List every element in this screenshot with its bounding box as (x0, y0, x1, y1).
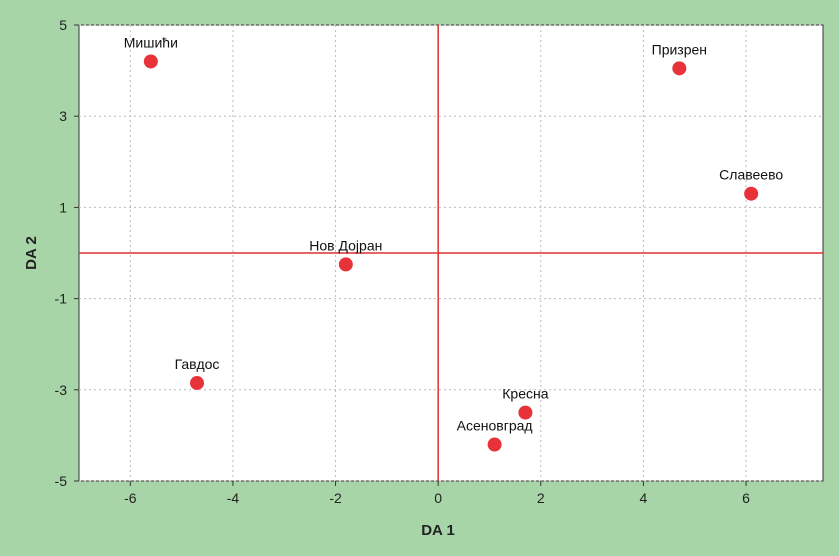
point-label: Нов Дојран (309, 237, 382, 253)
point-label: Гавдос (175, 356, 220, 372)
point-label: Призрен (652, 41, 707, 57)
data-point (143, 54, 158, 69)
point-label: Славеево (719, 167, 783, 183)
reference-lines (79, 25, 823, 481)
tick-labels: -6 -4 -2 0 2 4 6 5 3 1 -1 -3 -5 (55, 17, 751, 506)
y-tick-label: 5 (59, 17, 67, 33)
data-point (487, 437, 502, 452)
y-tick-label: 1 (59, 199, 67, 215)
y-tick-label: -3 (55, 382, 68, 398)
x-tick-label: -2 (329, 490, 342, 506)
x-axis-title: DA 1 (421, 522, 455, 539)
data-points: Мишићи Призрен Славеево Нов Дојран Гавдос Кре… (124, 34, 783, 452)
y-axis-title: DA 2 (23, 236, 40, 270)
data-point (672, 61, 687, 76)
point-label: Асеновград (457, 418, 533, 434)
y-tick-label: -5 (55, 473, 68, 489)
x-tick-label: 0 (434, 490, 442, 506)
data-point (190, 375, 205, 390)
y-tick-label: 3 (59, 108, 67, 124)
data-point (518, 405, 533, 420)
y-tick-label: -1 (55, 291, 68, 307)
point-label: Мишићи (124, 34, 178, 50)
data-point (744, 186, 759, 201)
x-tick-label: 6 (742, 490, 750, 506)
data-point (338, 257, 353, 272)
point-label: Кресна (502, 386, 548, 402)
x-tick-label: 4 (640, 490, 648, 506)
x-tick-label: -6 (124, 490, 137, 506)
x-tick-label: -4 (227, 490, 240, 506)
grid (79, 24, 823, 482)
x-tick-label: 2 (537, 490, 545, 506)
